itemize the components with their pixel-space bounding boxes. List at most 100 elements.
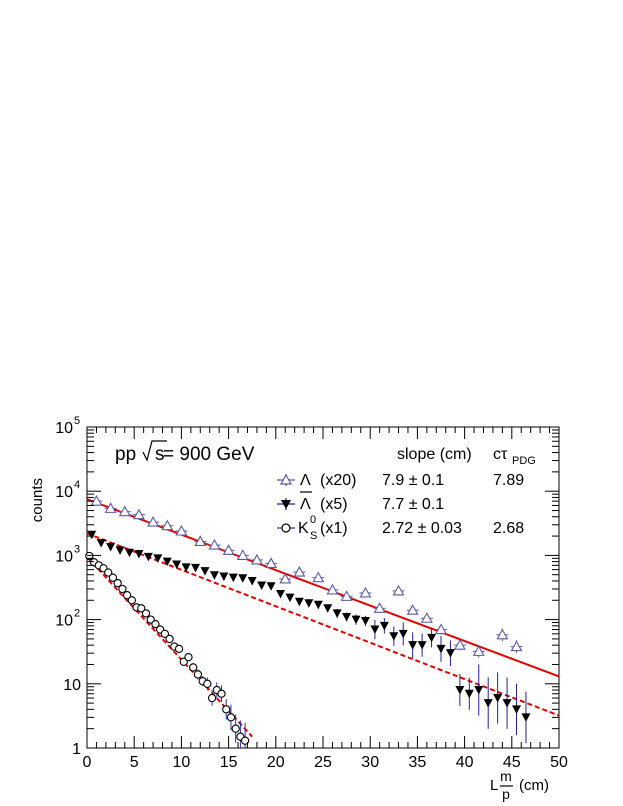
data-point-antilambda	[398, 629, 408, 639]
x-tick-label: 35	[409, 754, 427, 771]
data-point-k0s	[118, 584, 127, 594]
x-axis-label: L m p (cm)	[490, 768, 549, 802]
data-point-antilambda	[200, 567, 210, 576]
data-point-antilambda	[294, 597, 304, 607]
data-point-antilambda	[483, 699, 493, 708]
data-point-antilambda	[502, 699, 512, 708]
data-point-antilambda	[427, 633, 437, 643]
data-point-antilambda	[323, 604, 333, 613]
data-point-lambda	[312, 571, 325, 583]
legend-antilambda-scale: (x5)	[320, 496, 348, 513]
y-tick-label-exponent: 5	[74, 415, 80, 427]
data-point-k0s	[104, 568, 113, 577]
data-point-antilambda	[87, 530, 97, 540]
data-point-k0s	[165, 634, 174, 644]
data-point-antilambda	[191, 563, 201, 573]
data-point-k0s	[193, 670, 203, 679]
data-point-lambda	[104, 502, 117, 513]
x-tick-label: 40	[456, 754, 474, 771]
data-point-lambda	[208, 538, 221, 550]
data-point-antilambda	[408, 641, 418, 650]
x-tick-label: 30	[361, 754, 379, 771]
data-point-lambda	[392, 584, 405, 596]
data-point-antilambda	[360, 617, 370, 626]
data-point-k0s	[222, 705, 231, 714]
data-point-lambda	[453, 639, 466, 650]
fit-line-1	[86, 532, 560, 717]
legend: Λ (x20) 7.9 ± 0.1 7.89 Λ (x5) 7.7 ± 0.1 …	[277, 472, 524, 542]
x-axis-label-den: p	[502, 786, 510, 802]
data-point-lambda	[472, 645, 485, 656]
data-point-lambda	[435, 623, 447, 635]
legend-lambda-ctau: 7.89	[493, 472, 524, 489]
data-point-k0s	[160, 629, 170, 638]
y-tick-label: 1	[72, 741, 81, 758]
legend-entry-lambda: Λ (x20) 7.9 ± 0.1 7.89	[277, 472, 524, 489]
annotation-sqrt-s: s	[155, 444, 165, 465]
data-point-antilambda	[379, 621, 389, 631]
x-tick-label: 50	[550, 754, 568, 771]
data-point-antilambda	[257, 581, 267, 590]
data-point-k0s	[184, 653, 193, 662]
slope-column-header: slope (cm)	[397, 446, 472, 463]
y-tick-label-exponent: 2	[74, 608, 80, 620]
data-point-lambda	[373, 602, 386, 613]
data-point-lambda	[359, 586, 372, 598]
data-point-antilambda	[417, 641, 427, 650]
legend-antilambda-slope: 7.7 ± 0.1	[382, 496, 444, 513]
data-point-lambda	[236, 549, 249, 560]
legend-lambda-scale: (x20)	[320, 472, 356, 489]
x-axis-label-num: m	[500, 768, 512, 784]
data-point-k0s	[151, 619, 160, 629]
data-point-antilambda	[389, 632, 399, 641]
data-point-lambda	[250, 553, 263, 565]
data-point-k0s	[217, 689, 226, 698]
data-point-k0s	[108, 573, 118, 582]
data-point-antilambda	[474, 686, 484, 695]
data-point-lambda	[279, 572, 292, 584]
y-axis-label: counts	[29, 478, 46, 522]
data-point-antilambda	[276, 590, 286, 599]
data-point-antilambda	[209, 571, 219, 580]
data-point-lambda	[340, 590, 353, 601]
data-points	[85, 495, 531, 748]
ctau-subscript: PDG	[512, 455, 536, 467]
y-tick-label-exponent: 3	[74, 543, 80, 555]
data-point-antilambda	[219, 572, 229, 581]
data-point-lambda	[132, 508, 145, 520]
data-point-lambda	[326, 583, 339, 595]
y-tick-label: 10	[55, 613, 73, 630]
x-tick-label: 25	[314, 754, 332, 771]
data-point-lambda	[510, 640, 523, 652]
data-point-lambda	[420, 612, 433, 623]
data-point-antilambda	[266, 582, 276, 591]
legend-antilambda-name: Λ	[300, 496, 311, 513]
data-point-k0s	[127, 596, 136, 605]
legend-entry-k0s: K 0 S (x1) 2.72 ± 0.03 2.68	[277, 514, 524, 542]
data-point-lambda	[175, 524, 188, 536]
x-tick-label: 5	[130, 754, 139, 771]
data-point-lambda	[222, 544, 235, 555]
data-point-antilambda	[134, 550, 144, 559]
data-point-lambda	[161, 519, 174, 531]
data-point-k0s	[207, 693, 217, 703]
data-point-antilambda	[464, 689, 474, 699]
data-point-lambda	[147, 515, 160, 527]
legend-entry-antilambda: Λ (x5) 7.7 ± 0.1	[277, 491, 444, 513]
data-point-antilambda	[162, 557, 172, 567]
data-point-lambda	[118, 505, 131, 517]
data-point-antilambda	[247, 576, 257, 586]
ctau-column-header: cτ PDG	[493, 446, 536, 467]
data-point-k0s	[85, 551, 94, 561]
data-point-k0s	[231, 724, 240, 733]
collision-annotation: pp s = 900 GeV	[115, 440, 255, 465]
y-tick-label: 10	[55, 484, 73, 501]
data-point-antilambda	[181, 563, 191, 572]
data-point-antilambda	[512, 705, 522, 714]
data-point-antilambda	[96, 539, 106, 548]
data-point-lambda	[406, 604, 419, 615]
legend-k0s-sup: 0	[310, 514, 316, 526]
legend-k0s-slope: 2.72 ± 0.03	[382, 520, 462, 537]
